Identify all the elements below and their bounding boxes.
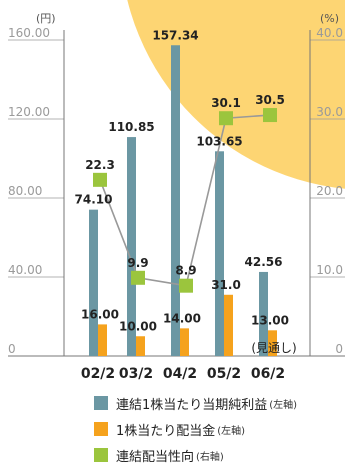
- legend-label: 連結1株当たり当期純利益: [116, 397, 268, 413]
- right-axis-unit: (%): [320, 12, 339, 25]
- eps-bar: [215, 151, 224, 356]
- right-tick-label: 40.0: [316, 26, 343, 40]
- left-axis-unit: (円): [36, 12, 56, 25]
- left-tick-label: 40.00: [8, 263, 42, 277]
- payout-ratio-label: 22.3: [85, 158, 115, 172]
- legend-swatch: [94, 422, 108, 436]
- dividend-data-label: 16.00: [81, 307, 119, 321]
- legend-label: 連結配当性向: [116, 449, 195, 465]
- eps-data-label: 103.65: [196, 134, 242, 148]
- eps-data-label: 157.34: [152, 28, 198, 42]
- left-tick-label: 160.00: [8, 26, 50, 40]
- left-tick-label: 80.00: [8, 184, 42, 198]
- legend-swatch: [94, 396, 108, 410]
- eps-bar: [89, 209, 98, 356]
- category-label: 05/2: [207, 366, 241, 382]
- payout-ratio-marker: [179, 278, 193, 293]
- dividend-data-label: 14.00: [163, 311, 201, 325]
- right-tick-label: 0: [335, 342, 343, 356]
- eps-data-label: 42.56: [245, 255, 283, 269]
- eps-bar: [171, 45, 180, 356]
- eps-data-label: 110.85: [108, 120, 154, 134]
- dividend-bar: [180, 328, 189, 356]
- legend: 連結1株当たり当期純利益 (左軸) 1株当たり配当金 (左軸) 連結配当性向 (右軸): [94, 390, 297, 468]
- eps-bar: [259, 271, 268, 356]
- category-label: 04/2: [163, 366, 197, 382]
- left-tick-label: 120.00: [8, 105, 50, 119]
- payout-ratio-label: 8.9: [175, 264, 196, 278]
- forecast-note: (見通し): [251, 341, 296, 355]
- legend-label: 1株当たり配当金: [116, 423, 216, 439]
- eps-data-label: 74.10: [75, 193, 113, 207]
- legend-item: 1株当たり配当金 (左軸): [94, 416, 297, 442]
- right-tick-label: 30.0: [316, 105, 343, 119]
- legend-axis-note: (左軸): [217, 425, 246, 437]
- dividend-data-label: 10.00: [119, 319, 157, 333]
- payout-ratio-marker: [131, 270, 145, 285]
- legend-axis-note: (右軸): [196, 451, 224, 463]
- legend-item: 連結1株当たり当期純利益 (左軸): [94, 390, 297, 416]
- payout-ratio-label: 30.5: [255, 93, 285, 107]
- chart: 0 40.00 80.00 120.00 160.00 0 10.0 20.0 30.0 40.0…: [8, 0, 345, 382]
- dividend-data-label: 13.00: [251, 313, 289, 327]
- right-tick-label: 20.0: [316, 184, 343, 198]
- dividend-bar: [224, 294, 233, 356]
- category-label: 03/2: [119, 366, 153, 382]
- category-label: 06/2: [251, 366, 285, 382]
- legend-item: 連結配当性向 (右軸): [94, 442, 297, 468]
- payout-ratio-marker: [93, 172, 107, 187]
- left-tick-label: 0: [8, 342, 16, 356]
- dividend-bar: [136, 336, 145, 356]
- dividend-data-label: 31.0: [211, 278, 241, 292]
- right-tick-label: 10.0: [316, 263, 343, 277]
- eps-bar: [127, 137, 136, 356]
- payout-ratio-marker: [263, 108, 277, 123]
- category-label: 02/2: [81, 366, 115, 382]
- payout-ratio-label: 9.9: [127, 256, 148, 270]
- legend-swatch: [94, 448, 108, 462]
- dividend-bar: [268, 330, 277, 356]
- payout-ratio-label: 30.1: [211, 96, 241, 110]
- legend-axis-note: (左軸): [269, 399, 298, 411]
- background-disc: [127, 0, 345, 189]
- dividend-bar: [98, 324, 107, 356]
- payout-ratio-marker: [219, 111, 233, 126]
